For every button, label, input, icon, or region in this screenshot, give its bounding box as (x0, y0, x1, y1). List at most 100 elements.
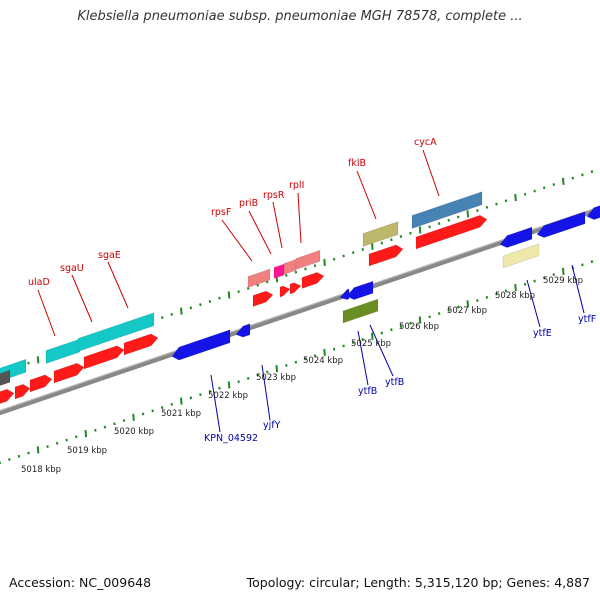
upper-tick (285, 273, 288, 277)
gene-label-ulaD[interactable]: ulaD (28, 277, 50, 288)
lower-tick (428, 315, 431, 319)
scale-label-5019: 5019 kbp (67, 446, 107, 456)
lower-tick (246, 376, 250, 380)
lower-tick (466, 300, 470, 308)
gene-label-rplI[interactable]: rplI (289, 180, 304, 191)
upper-tick (437, 222, 441, 225)
gene-label-fklB[interactable]: fklB (348, 158, 366, 169)
scale-label-5021: 5021 kbp (161, 409, 201, 419)
gene-label-rpsR[interactable]: rpsR (263, 190, 285, 201)
lower-tick (74, 435, 78, 439)
lower-tick (294, 360, 298, 364)
map-title: Klebsiella pneumoniae subsp. pneumoniae … (77, 9, 523, 24)
upper-tick (170, 312, 174, 316)
forward-gene-block (279, 285, 291, 298)
gene-label-yjfY[interactable]: yjfY (263, 420, 281, 431)
lower-tick (533, 279, 536, 283)
gene-labels-top: ulaD sgaU sgaE rpsF priB rpsR rplI fklB … (28, 137, 437, 288)
lower-tick (504, 289, 508, 293)
lower-tick (208, 389, 212, 393)
lower-tick (542, 276, 546, 280)
upper-tick (514, 193, 517, 202)
gene-label-ytfF[interactable]: ytfF (578, 314, 596, 325)
lower-tick (141, 412, 145, 416)
lower-tick (46, 445, 49, 448)
gene-label-sgaE[interactable]: sgaE (98, 250, 121, 261)
reverse-gene-block (346, 280, 374, 300)
lower-tick (36, 446, 40, 454)
pink-gene-block (283, 258, 297, 275)
scale-label-5018: 5018 kbp (21, 465, 61, 475)
lower-tick (323, 348, 326, 357)
upper-tick (409, 231, 412, 235)
forward-gene-block (14, 383, 31, 400)
leader-sgaE (107, 261, 129, 309)
upper-tick (571, 176, 575, 180)
leader-sgaU (71, 274, 93, 323)
gene-label-sgaU[interactable]: sgaU (60, 263, 84, 274)
leader-rplI (297, 192, 302, 244)
leader-fklB (356, 170, 377, 220)
leader-ulaD (37, 289, 56, 337)
scale-label-5029: 5029 kbp (543, 276, 583, 286)
lower-tick (523, 282, 527, 286)
upper-tick (581, 173, 584, 177)
leader-ytfB-1 (357, 330, 369, 386)
upper-tick (304, 267, 307, 271)
gene-label-ytfB-1[interactable]: ytfB (358, 386, 377, 397)
reverse-gene-block (536, 211, 586, 238)
gene-label-KPN_04592[interactable]: KPN_04592 (204, 433, 258, 444)
gene-label-ytfE[interactable]: ytfE (533, 328, 552, 339)
upper-tick (323, 258, 326, 267)
pink-gene-block (247, 268, 271, 288)
upper-tick (504, 199, 508, 203)
lower-tick (409, 321, 412, 325)
lower-tick (418, 316, 422, 324)
lower-tick (351, 341, 355, 345)
scale-label-5028: 5028 kbp (495, 291, 535, 301)
scale-label-5020: 5020 kbp (114, 427, 154, 437)
gene-label-priB[interactable]: priB (239, 198, 258, 209)
forward-gene-block (368, 244, 404, 267)
upper-tick (523, 192, 527, 196)
lower-tick (189, 396, 193, 400)
lower-tick (132, 413, 135, 421)
upper-tick (552, 183, 556, 187)
gene-label-rpsF[interactable]: rpsF (211, 207, 231, 218)
lower-tick (399, 325, 403, 328)
lower-tick (65, 438, 68, 442)
genome-summary-text: Topology: circular; Length: 5,315,120 bp… (246, 575, 590, 590)
leader-cycA (422, 149, 440, 197)
upper-tick (160, 316, 164, 320)
lower-tick (122, 419, 126, 423)
forward-gene-block (289, 282, 302, 295)
rna-block (45, 338, 81, 364)
upper-tick (218, 296, 221, 300)
lower-tick (265, 370, 269, 374)
lower-tick (103, 425, 107, 429)
forward-gene-block (252, 290, 274, 307)
gene-label-ytfB-2[interactable]: ytfB (385, 377, 404, 388)
lower-tick (180, 397, 183, 405)
upper-tick (495, 202, 498, 206)
leader-ytfF (571, 264, 585, 314)
upper-tick (590, 170, 594, 174)
upper-tick (361, 248, 365, 251)
leader-yjfY (261, 364, 271, 421)
upper-tick (542, 186, 546, 190)
upper-tick (332, 257, 336, 261)
upper-tick (294, 270, 298, 274)
forward-gene-block (0, 388, 15, 404)
upper-tick (399, 235, 403, 238)
lower-tick (456, 305, 460, 309)
upper-tick (428, 225, 431, 229)
upper-tick (256, 283, 259, 287)
upper-tick (485, 205, 489, 209)
steelblue-gene-block (411, 191, 483, 229)
gene-label-cycA[interactable]: cycA (414, 137, 437, 148)
scale-label-5027: 5027 kbp (447, 306, 487, 316)
lower-tick (514, 283, 517, 292)
reverse-gene-block (339, 288, 350, 300)
upper-tick (351, 251, 355, 255)
